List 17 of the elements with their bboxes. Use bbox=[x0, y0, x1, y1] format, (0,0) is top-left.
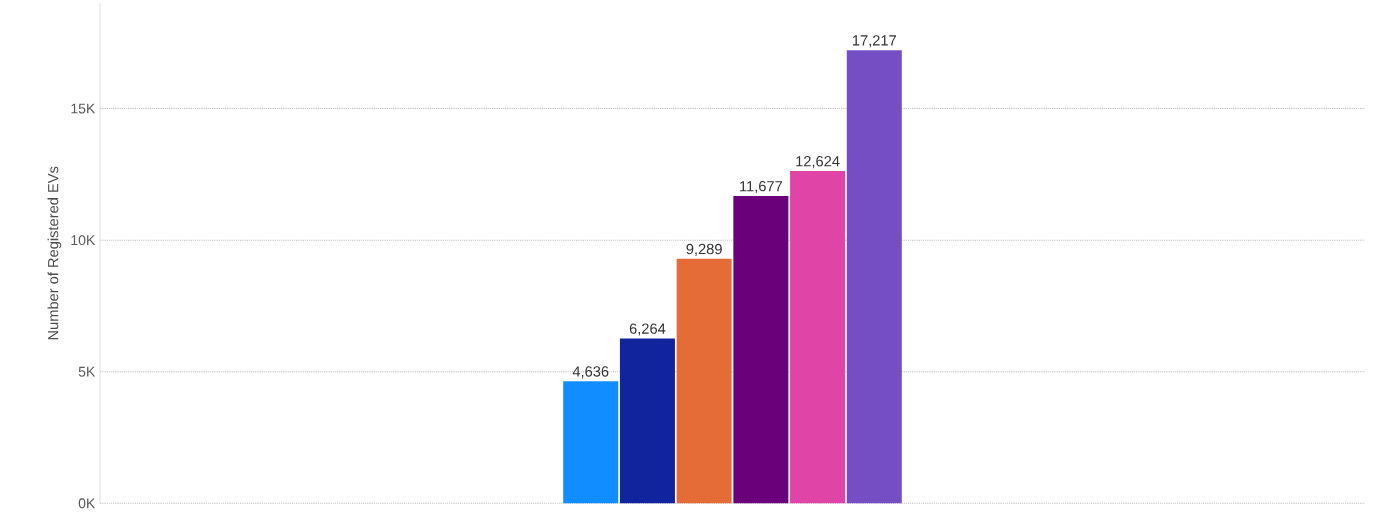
bar bbox=[563, 381, 619, 504]
data-label: 6,264 bbox=[629, 323, 666, 336]
data-label: 9,289 bbox=[686, 243, 722, 257]
y-tick-label: 5K bbox=[78, 367, 96, 377]
y-tick-label: 0K bbox=[78, 498, 96, 509]
bar bbox=[790, 171, 846, 504]
data-label: 11,677 bbox=[740, 181, 783, 194]
bar bbox=[676, 259, 732, 504]
data-label: 17,217 bbox=[852, 35, 896, 48]
data-label: 4,636 bbox=[572, 366, 609, 379]
bar bbox=[846, 50, 902, 504]
data-label: 12,624 bbox=[796, 156, 840, 169]
y-tick-label: 15K bbox=[71, 103, 96, 114]
bar bbox=[619, 338, 675, 504]
bar bbox=[733, 196, 789, 504]
y-tick-label: 10K bbox=[71, 235, 96, 246]
y-axis-title: Number of Registered EVs bbox=[47, 166, 62, 340]
